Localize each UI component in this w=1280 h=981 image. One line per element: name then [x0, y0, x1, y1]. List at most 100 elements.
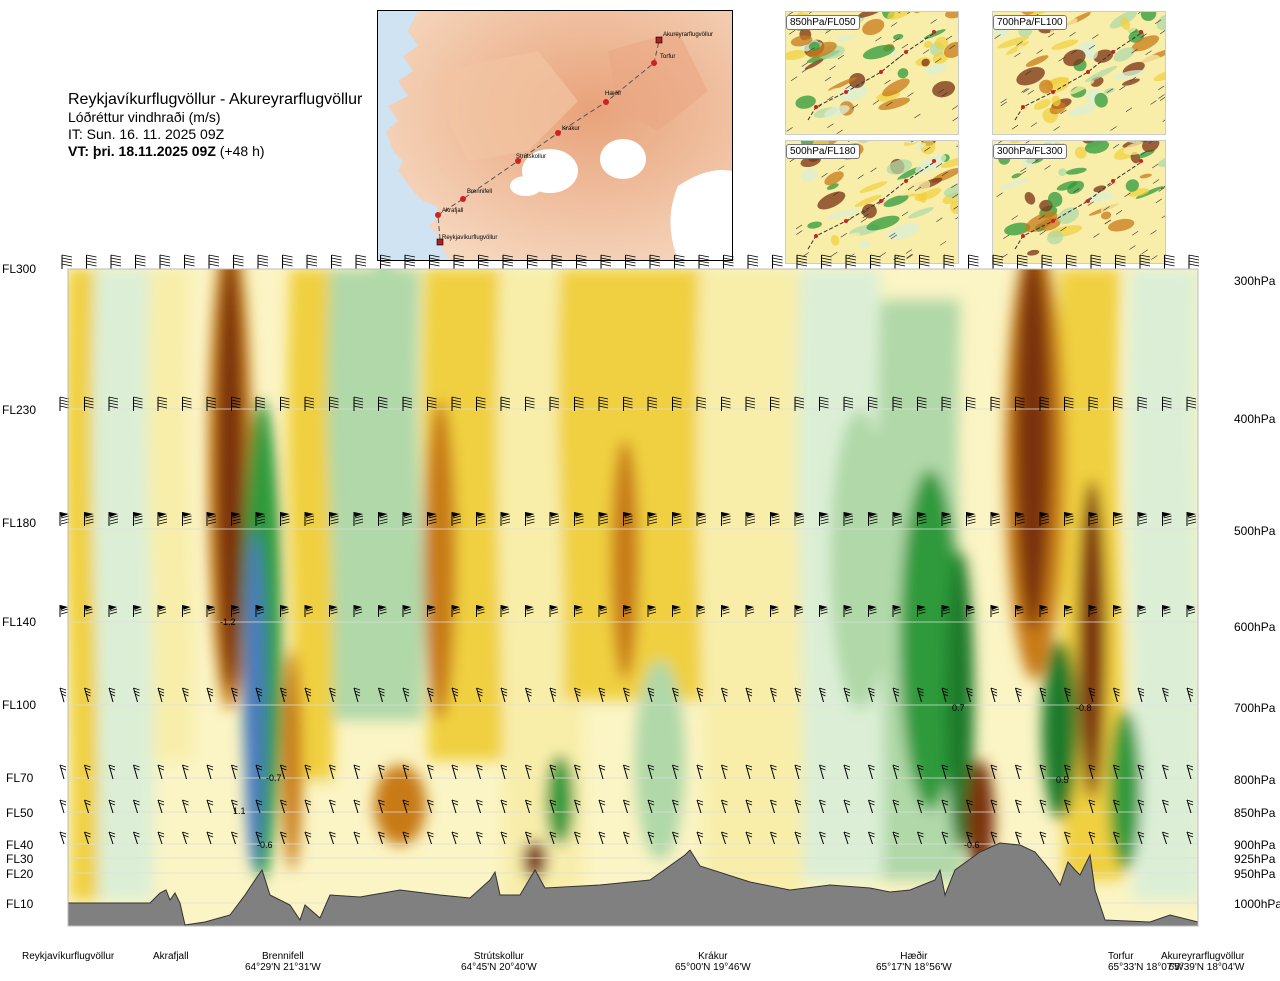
wind-barb	[255, 687, 263, 703]
wind-barb	[184, 254, 195, 269]
thumbnail-700hpa[interactable]: 700hPa/FL100	[992, 11, 1166, 135]
wind-barb	[304, 687, 312, 703]
station-label-strutskollur: Strútskollur	[516, 154, 546, 160]
wind-barb	[1088, 764, 1096, 780]
wind-barb	[280, 764, 287, 780]
wind-barb	[623, 687, 630, 703]
wind-barb	[476, 687, 483, 703]
wind-barb	[1162, 396, 1172, 411]
wind-barb	[941, 512, 952, 526]
wind-barb	[1137, 687, 1145, 703]
wind-barb	[1064, 687, 1071, 703]
wind-barb	[917, 687, 924, 703]
wind-barb	[451, 512, 462, 526]
wind-barb	[476, 764, 483, 780]
wind-barb	[1162, 687, 1169, 703]
wind-barb	[821, 254, 832, 269]
wind-barb	[1162, 831, 1169, 845]
wind-barb	[1137, 605, 1147, 617]
wind-barb	[84, 396, 94, 411]
place-label-akureyri: Akureyrarflugvöllur 65°39'N 18°04'W	[1161, 951, 1244, 973]
wind-barb	[696, 764, 704, 780]
wind-barb	[843, 764, 851, 780]
sink-core	[282, 650, 302, 870]
wind-barb	[770, 605, 779, 617]
wind-barb	[84, 512, 94, 526]
wind-barb	[600, 254, 612, 269]
wind-barb	[1088, 512, 1099, 526]
wind-barb	[1162, 799, 1169, 814]
plot-frame	[67, 268, 1199, 927]
wind-barb	[427, 831, 434, 845]
wind-barb	[770, 687, 777, 703]
thumbnail-500hpa[interactable]: 500hPa/FL180	[785, 140, 959, 264]
wind-barb	[159, 254, 171, 269]
wind-barb	[427, 687, 434, 703]
wind-barb	[990, 799, 998, 814]
wind-barb	[451, 764, 459, 780]
sink-core	[523, 840, 547, 880]
wind-barb	[353, 764, 361, 780]
wind-barb	[1162, 512, 1172, 526]
issue-time: IT: Sun. 16. 11. 2025 09Z	[68, 126, 225, 142]
wind-barb	[721, 512, 731, 526]
wind-barb	[623, 512, 633, 526]
wind-barb	[941, 687, 949, 703]
wind-barb	[59, 687, 67, 703]
wind-barb	[1039, 687, 1047, 703]
wind-barb	[1015, 764, 1022, 780]
wind-barb	[1088, 831, 1096, 845]
wind-barb	[255, 605, 265, 617]
thumbnail-label: 850hPa/FL050	[786, 15, 860, 30]
wind-barb	[870, 254, 881, 269]
wind-barb	[549, 831, 557, 845]
wind-barb	[966, 799, 973, 814]
place-label-strutskollur: Strútskollur 64°45'N 20°40'W	[461, 951, 537, 973]
wind-barb	[133, 764, 140, 780]
wind-barb	[353, 831, 361, 845]
wind-barb	[108, 396, 119, 411]
annotation-label: 1.1	[233, 806, 246, 816]
wind-barb	[794, 687, 802, 703]
wind-barb	[1186, 605, 1196, 617]
wind-barb	[1039, 605, 1049, 617]
wind-barb	[304, 764, 312, 780]
wind-barb	[892, 396, 903, 411]
place-coord: 65°39'N 18°04'W	[1168, 962, 1245, 973]
wind-barb	[868, 512, 878, 526]
wind-barb	[1137, 831, 1145, 845]
wind-barb	[647, 764, 655, 780]
wind-barb	[721, 605, 730, 617]
wind-barb	[157, 764, 165, 780]
sink-core	[374, 765, 426, 845]
wind-barb	[598, 764, 606, 780]
sink-core	[1015, 269, 1051, 630]
wind-barb	[723, 254, 734, 269]
fl-label: FL300	[2, 262, 37, 276]
annotation-label: 0.5	[1056, 775, 1069, 785]
sink-core	[611, 440, 639, 680]
wind-barb	[1041, 254, 1053, 269]
wind-barb	[894, 254, 906, 269]
wind-barb	[157, 396, 168, 411]
thumbnail-850hpa[interactable]: 850hPa/FL050	[785, 11, 959, 135]
wind-barb	[698, 254, 710, 269]
wind-barb	[623, 396, 633, 411]
wind-barb	[845, 254, 857, 269]
wind-barb	[331, 254, 342, 269]
sink-band	[147, 269, 194, 760]
wind-barb	[1039, 512, 1050, 526]
wind-barb	[819, 687, 826, 703]
wind-barb	[280, 605, 289, 617]
wind-barb	[672, 764, 679, 780]
wind-barb	[380, 254, 391, 269]
station-label-haedir: Hæðir	[605, 90, 621, 97]
wind-barb	[1162, 605, 1171, 617]
wind-barb	[990, 512, 1001, 526]
wind-barb	[133, 396, 143, 411]
wind-barb	[451, 396, 462, 411]
route-title: Reykjavíkurflugvöllur - Akureyrarflugvöl…	[68, 91, 363, 108]
wind-barb	[649, 254, 661, 269]
wind-barb	[255, 396, 266, 411]
wind-barb	[598, 831, 606, 845]
